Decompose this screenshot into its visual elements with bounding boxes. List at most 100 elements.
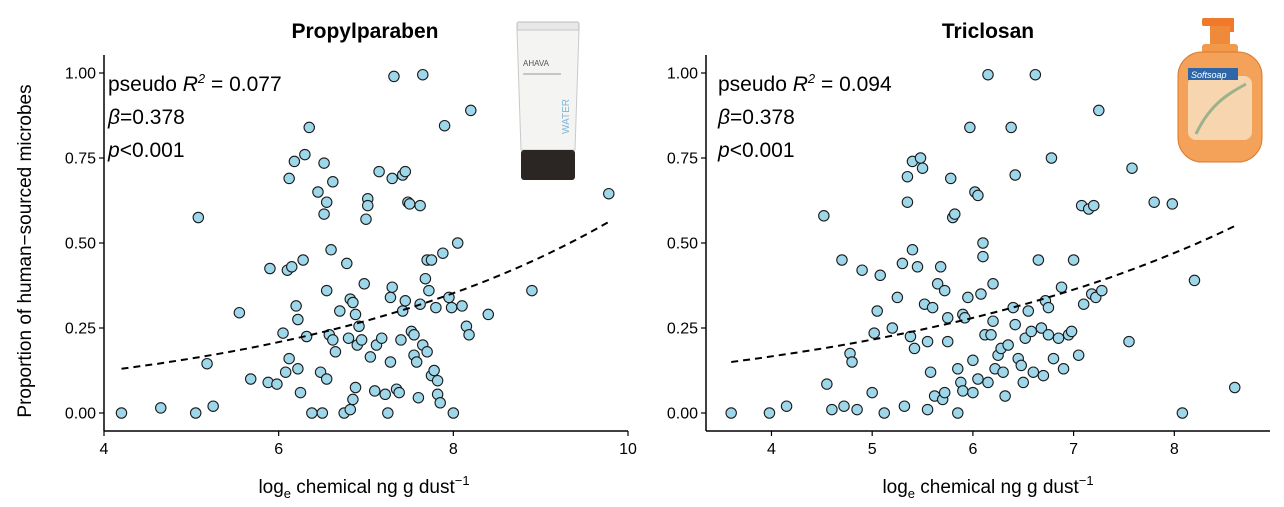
data-point — [320, 373, 333, 385]
data-point — [1017, 376, 1029, 389]
bottle-brand-text: Softsoap — [1191, 70, 1227, 80]
data-point — [1042, 329, 1055, 341]
data-point — [924, 366, 937, 378]
x-tick-label: 4 — [100, 441, 109, 458]
data-point — [1093, 104, 1105, 117]
data-point — [1176, 407, 1189, 419]
data-point — [911, 261, 924, 273]
x-tick-label: 8 — [449, 441, 458, 458]
data-point — [896, 257, 909, 270]
data-point — [364, 351, 377, 363]
data-point — [941, 312, 954, 324]
data-point — [914, 152, 927, 164]
tube-cap — [521, 150, 575, 180]
data-point — [1027, 366, 1040, 378]
fit-line — [121, 220, 611, 370]
chart-title: Propylparaben — [291, 20, 438, 43]
pump-head — [1224, 18, 1234, 32]
data-point — [1229, 381, 1241, 394]
data-point — [952, 407, 964, 419]
data-point — [115, 407, 128, 419]
data-point — [438, 119, 451, 132]
y-tick-label: 0.50 — [65, 236, 96, 253]
x-axis-label-subscript: e — [284, 486, 291, 501]
data-point — [908, 342, 921, 355]
stat-r2-label: pseudo — [108, 73, 183, 96]
x-axis-label-superscript: −1 — [1079, 473, 1094, 488]
data-point — [373, 165, 385, 178]
data-point — [297, 254, 309, 266]
data-point — [347, 296, 359, 309]
data-point — [901, 170, 914, 183]
data-point — [316, 407, 329, 419]
data-point — [410, 356, 423, 368]
data-point — [851, 403, 863, 416]
data-point — [944, 172, 957, 185]
data-point — [977, 237, 989, 249]
data-point — [985, 329, 997, 341]
stat-beta-symbol: β — [107, 106, 120, 129]
data-point — [967, 386, 979, 399]
data-point — [818, 210, 830, 222]
x-tick-label: 6 — [968, 441, 977, 458]
data-point — [358, 278, 371, 290]
stat-r2-symbol: R — [793, 73, 808, 96]
data-point — [456, 300, 468, 312]
x-tick-label: 10 — [619, 441, 637, 458]
data-point — [465, 104, 477, 117]
data-point — [997, 366, 1009, 378]
data-point — [414, 199, 426, 212]
y-tick-label: 0.25 — [667, 321, 698, 338]
data-point — [290, 300, 302, 312]
data-point — [361, 199, 374, 212]
stat-beta-value: =0.378 — [730, 106, 795, 129]
data-point — [342, 332, 355, 344]
data-point — [603, 187, 615, 200]
stat-r2-sup: 2 — [197, 71, 206, 86]
data-point — [1077, 298, 1090, 310]
tube-side-text: WATER — [561, 99, 572, 134]
data-point — [207, 400, 219, 412]
data-point — [353, 320, 365, 333]
data-point — [292, 363, 304, 375]
data-point — [526, 284, 538, 297]
y-tick-label: 1.00 — [667, 66, 698, 83]
stat-r2-value: = 0.094 — [815, 73, 892, 96]
data-point — [393, 386, 405, 399]
data-point — [201, 357, 213, 370]
data-point — [286, 261, 298, 273]
x-tick-label: 5 — [868, 441, 877, 458]
y-tick-label: 0.25 — [65, 321, 96, 338]
data-point — [1042, 301, 1055, 314]
y-axis-label: Proportion of human−sourced microbes — [15, 84, 36, 417]
data-point — [1126, 162, 1138, 174]
data-point — [312, 186, 324, 198]
lotion-tube-icon: AHAVA WATER — [516, 21, 580, 180]
data-point — [431, 374, 444, 387]
stat-r2-label: pseudo — [718, 73, 793, 96]
data-point — [192, 211, 205, 224]
data-point — [1025, 325, 1038, 338]
data-point — [878, 407, 891, 419]
x-axis-label-subscript: e — [908, 486, 915, 501]
data-point — [821, 378, 833, 390]
data-point — [189, 407, 202, 419]
y-tick-label: 0.00 — [65, 406, 96, 423]
data-point — [355, 334, 368, 346]
x-axis-label-text: chemical ng g dust — [915, 477, 1079, 498]
data-point — [1088, 199, 1100, 212]
data-point — [482, 308, 495, 321]
data-point — [916, 162, 929, 174]
data-point — [271, 378, 283, 390]
data-point — [341, 257, 353, 270]
data-point — [368, 385, 381, 397]
stat-p-value: <0.001 — [120, 139, 185, 162]
data-point — [972, 373, 984, 385]
data-point — [425, 254, 438, 266]
data-point — [1166, 198, 1179, 210]
data-point — [977, 250, 989, 263]
data-point — [866, 386, 878, 399]
bottle-leaf — [1194, 82, 1247, 135]
data-point — [999, 390, 1011, 402]
data-point — [447, 407, 460, 419]
